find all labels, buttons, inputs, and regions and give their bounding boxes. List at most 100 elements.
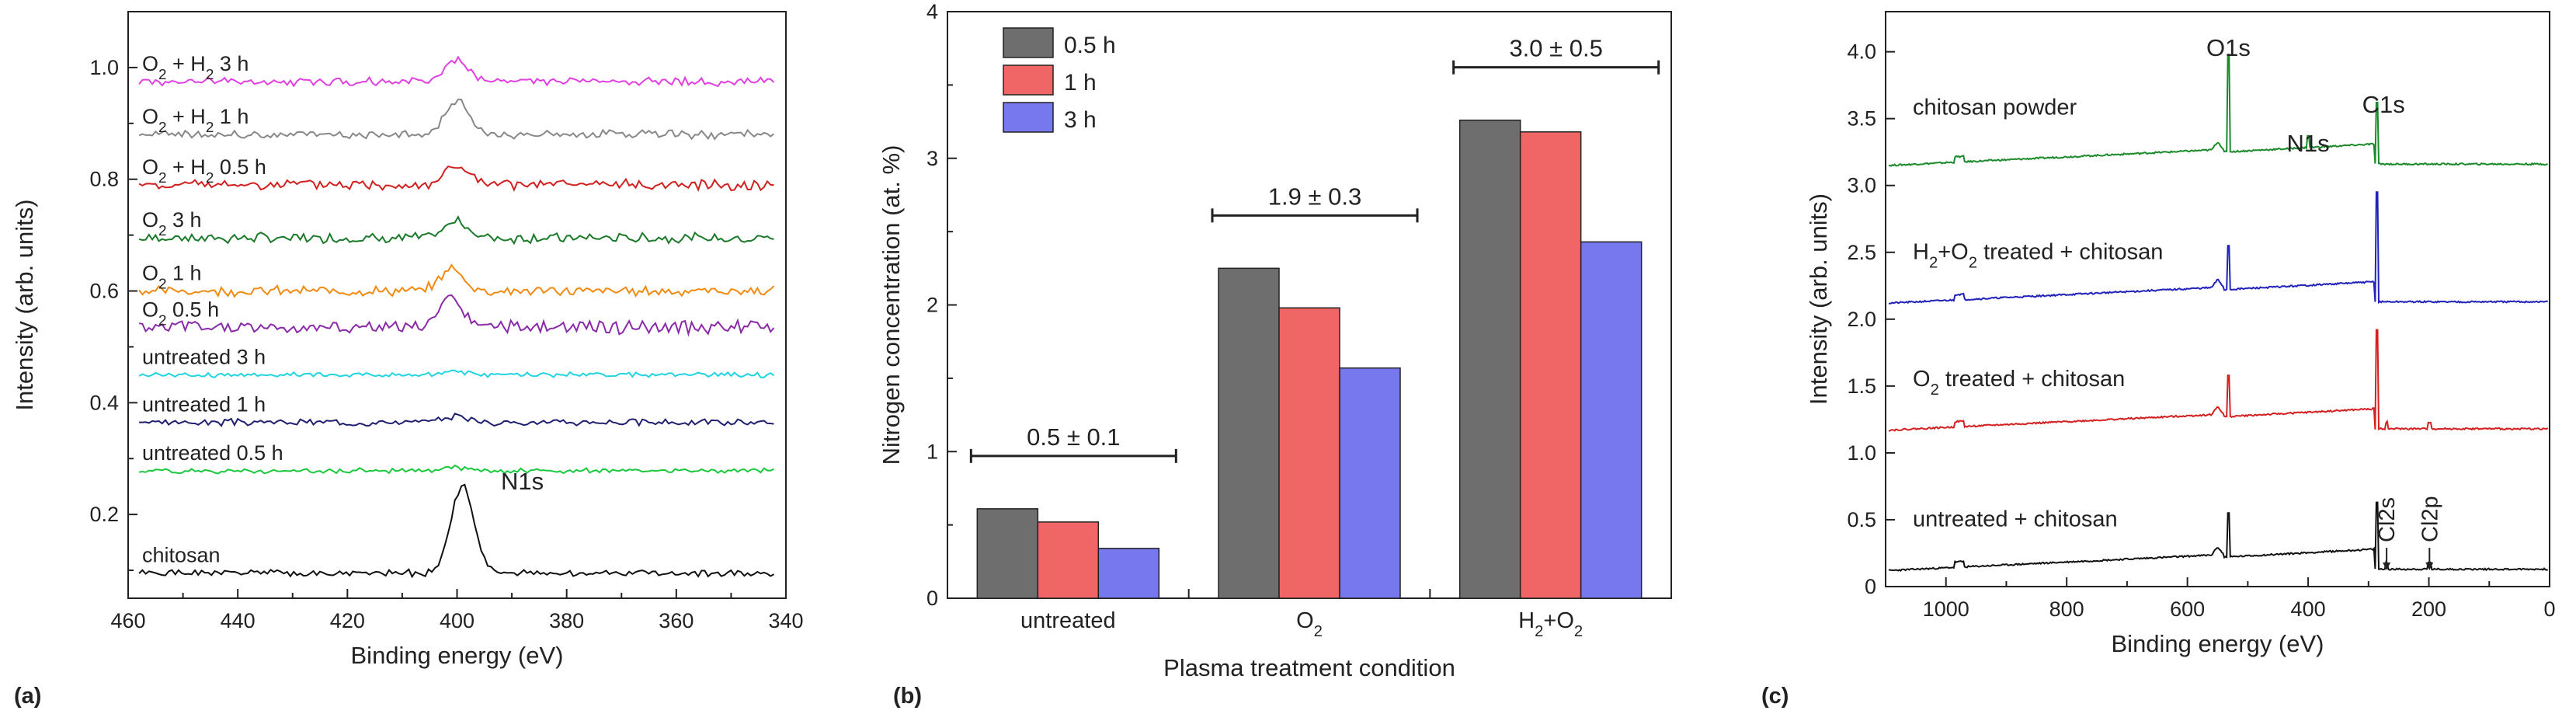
label-part: untreated + chitosan (1913, 507, 2118, 532)
y-tick-label: 1 (926, 440, 938, 463)
y-tick-label: 0 (926, 587, 938, 610)
label-part: + H (167, 105, 206, 128)
label-part: O (1913, 367, 1931, 392)
panel-b-bar-chart: 0 1 2 3 4 Nitrogen concentration (at. %) Plasm… (878, 0, 1672, 709)
series-label: untreated + chitosan (1913, 507, 2118, 532)
spectrum-o2-1-h (138, 263, 775, 298)
label-part: untreated (1020, 608, 1116, 633)
series-label: chitosan (142, 544, 221, 567)
peak-label-cl2p: Cl2p (2418, 496, 2442, 542)
x-tick-label: 600 (2170, 597, 2205, 621)
x-tick-label: 380 (549, 609, 584, 632)
series-label: untreated 3 h (142, 345, 266, 368)
subscript: 2 (206, 120, 214, 136)
subscript: 2 (158, 223, 167, 239)
spectrum-untreated-0-5-h (138, 464, 774, 475)
y-axis-label: Nitrogen concentration (at. %) (878, 145, 905, 465)
label-part: +O (1543, 608, 1574, 633)
series-label: O2 0.5 h (142, 298, 219, 329)
bar-3h-1 (1339, 367, 1401, 599)
spectrum-untreated-chitosan (1888, 501, 2548, 572)
spectrum-chitosan-powder (1888, 54, 2548, 167)
bar-0.5h-1 (1218, 267, 1280, 599)
label-part: untreated 1 h (142, 393, 266, 416)
y-tick-label: 1.0 (1847, 441, 1876, 465)
x-axis-label: Plasma treatment condition (1163, 654, 1455, 681)
x-tick-label: 460 (110, 609, 145, 632)
peak-label-n1s: N1s (2287, 130, 2330, 157)
label-part: 3 h (167, 208, 202, 232)
y-tick-label: 0.8 (89, 168, 119, 191)
series-label: untreated 1 h (142, 393, 266, 416)
y-tick-label: 0.6 (89, 280, 119, 303)
legend-label: 0.5 h (1064, 33, 1116, 58)
y-tick-label: 0 (1865, 575, 1876, 598)
bar-3h-0 (1097, 548, 1160, 599)
category-label: untreated (1020, 608, 1116, 633)
label-part: O (1296, 608, 1314, 633)
panel-c-survey-spectra: 1000 800 600 400 200 0 0 0.5 1.0 1.5 2.0 2.5 3.0 3.5 4… (1761, 11, 2556, 709)
spectrum-o2-3-h (138, 215, 774, 246)
x-axis-label: Binding energy (eV) (2112, 630, 2324, 657)
label-part: untreated 0.5 h (142, 441, 283, 465)
series-label: O2 1 h (142, 262, 202, 293)
x-tick-label: 400 (2291, 597, 2326, 621)
y-tick-label: 3 (926, 147, 938, 170)
x-tick-label: 340 (768, 609, 803, 632)
panel-label-b: (b) (893, 684, 922, 709)
subscript: 2 (206, 169, 214, 186)
label-part: 3 h (214, 52, 249, 75)
y-tick-label: 0.5 (1847, 508, 1876, 531)
label-part: O (142, 155, 158, 179)
panel-label-a: (a) (14, 684, 41, 709)
label-part: + H (167, 52, 206, 75)
y-axis-label: Intensity (arb. units) (1805, 193, 1832, 405)
label-part: O (142, 52, 158, 75)
y-tick-label: 1.5 (1847, 374, 1876, 398)
peak-arrowhead (2425, 563, 2434, 570)
subscript: 2 (1535, 623, 1543, 640)
label-part: treated + chitosan (1977, 239, 2163, 264)
label-part: H (1913, 239, 1929, 264)
series-label: O2 3 h (142, 208, 202, 239)
y-tick-label: 4 (926, 0, 938, 23)
label-part: H (1518, 608, 1535, 633)
subscript: 2 (1931, 381, 1939, 399)
legend-label: 3 h (1064, 107, 1097, 133)
label-part: chitosan powder (1913, 96, 2077, 120)
group-annotation: 3.0 ± 0.5 (1509, 35, 1602, 62)
spectrum-h2-o2-treated-chitosan (1888, 191, 2548, 305)
x-tick-label: 0 (2543, 597, 2555, 621)
x-tick-label: 1000 (1923, 597, 1969, 621)
y-tick-label: 2.5 (1847, 241, 1876, 264)
y-tick-label: 3.0 (1847, 174, 1876, 197)
spectrum-o2-h2-0-5-h (138, 165, 774, 193)
series-label: O2 + H2 3 h (142, 52, 249, 83)
category-label: H2+O2 (1518, 608, 1583, 640)
y-tick-label: 3.5 (1847, 107, 1876, 131)
spectrum-untreated-1-h (139, 413, 774, 427)
subscript: 2 (1314, 623, 1323, 640)
x-tick-label: 400 (440, 609, 475, 632)
x-axis-label: Binding energy (eV) (351, 642, 564, 669)
legend-swatch (1003, 102, 1054, 133)
label-part: O (142, 105, 158, 128)
spectrum-chitosan (138, 483, 774, 579)
y-tick-label: 2 (926, 294, 938, 317)
y-tick-label: 0.2 (89, 503, 119, 526)
subscript: 2 (158, 66, 167, 82)
subscript: 2 (1929, 254, 1938, 271)
series-label: O2 treated + chitosan (1913, 367, 2125, 399)
subscript: 2 (206, 66, 214, 82)
bar-1h-0 (1037, 521, 1100, 599)
series-label: O2 + H2 0.5 h (142, 155, 266, 186)
label-part: +O (1938, 239, 1969, 264)
bar-0.5h-0 (976, 508, 1039, 599)
bar-1h-2 (1519, 131, 1582, 599)
subscript: 2 (158, 276, 167, 292)
subscript: 2 (158, 120, 167, 136)
label-part: untreated 3 h (142, 345, 266, 368)
label-part: O (142, 208, 158, 232)
label-part: treated + chitosan (1939, 367, 2125, 392)
